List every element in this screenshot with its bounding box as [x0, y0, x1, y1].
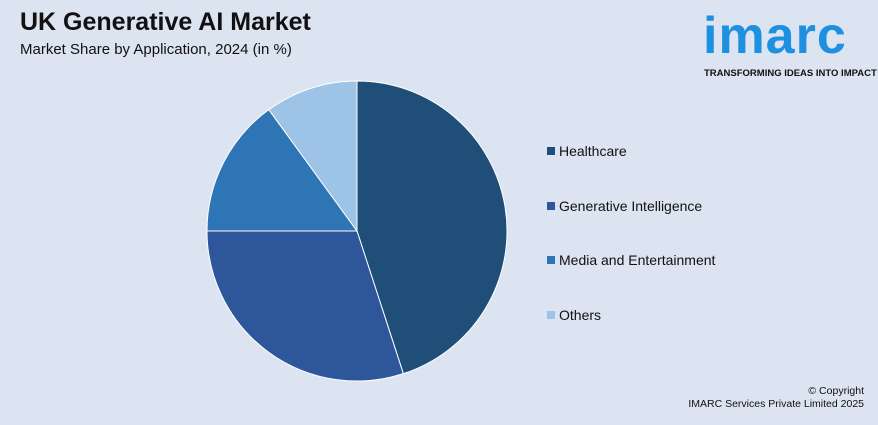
pie-slice-others — [268, 80, 358, 233]
legend-swatch — [547, 256, 555, 264]
legend-item-media-entertainment: Media and Entertainment — [547, 250, 715, 270]
legend-item-generative-intelligence: Generative Intelligence — [547, 196, 715, 216]
copyright-company: IMARC Services Private Limited 2025 — [688, 398, 864, 410]
legend-label: Healthcare — [559, 143, 627, 159]
legend-label: Generative Intelligence — [559, 197, 703, 214]
logo-tagline: TRANSFORMING IDEAS INTO IMPACT — [704, 68, 877, 79]
chart-subtitle: Market Share by Application, 2024 (in %) — [20, 41, 292, 58]
pie-slice-media-entertainment — [206, 108, 358, 232]
legend-label: Others — [559, 306, 602, 323]
legend-label: Media and Entertainment — [559, 252, 716, 268]
pie-slice-generative-intelligence — [206, 230, 404, 382]
copyright-line: © Copyright — [808, 385, 864, 397]
copyright-notice: © Copyright IMARC Services Private Limit… — [688, 385, 864, 411]
legend-swatch — [547, 201, 555, 210]
legend-swatch — [547, 147, 555, 155]
pie-slice-healthcare — [356, 80, 508, 375]
legend-swatch — [547, 310, 555, 319]
legend-item-healthcare: Healthcare — [547, 141, 715, 161]
logo-wordmark: imarc — [703, 7, 847, 65]
imarc-logo: imarc TRANSFORMING IDEAS INTO IMPACT — [700, 7, 877, 84]
chart-legend: Healthcare Generative Intelligence Media… — [547, 141, 715, 359]
chart-title: UK Generative AI Market — [20, 8, 311, 36]
legend-item-others: Others — [547, 305, 715, 325]
